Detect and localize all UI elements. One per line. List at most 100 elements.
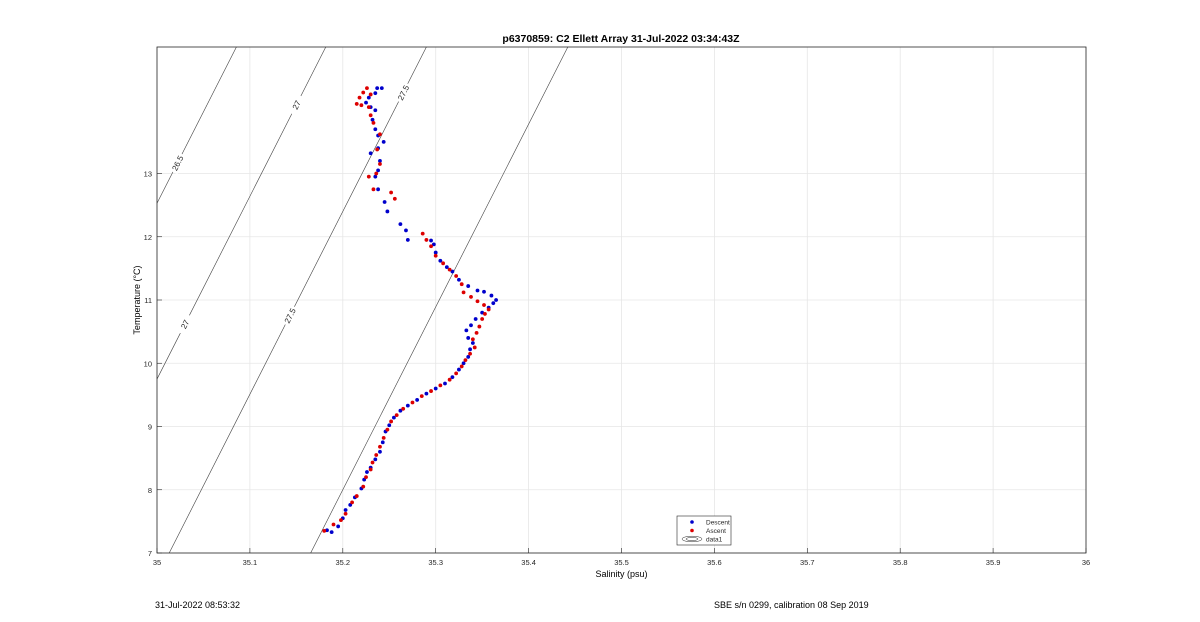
ascent-point [454, 371, 459, 376]
ascent-point [482, 303, 486, 307]
descent-point [438, 258, 443, 263]
descent-point [329, 530, 334, 535]
x-tick-label: 35.4 [521, 558, 536, 567]
grid-lines [156, 47, 1087, 554]
legend-marker-ascent [690, 528, 694, 533]
ascent-point [368, 113, 373, 118]
descent-point [368, 151, 373, 156]
ascent-point [447, 377, 452, 382]
y-tick-label: 11 [144, 296, 152, 305]
x-tick-label: 35.8 [893, 558, 908, 567]
descent-point [405, 238, 410, 242]
ascent-point [474, 330, 479, 335]
descent-point [378, 449, 382, 454]
descent-point [450, 375, 455, 380]
x-tick-label: 35.7 [800, 558, 815, 567]
ascent-point [359, 103, 364, 108]
chart-title: p6370859: C2 Ellett Array 31-Jul-2022 03… [502, 33, 740, 45]
ascent-point [389, 190, 394, 195]
ascent-point [392, 196, 397, 201]
ascent-point [438, 383, 443, 388]
contour-label-bg [168, 151, 187, 175]
descent-point [431, 242, 436, 247]
descent-point [415, 398, 420, 402]
descent-point [336, 524, 341, 529]
descent-point [469, 323, 473, 328]
ascent-point [357, 95, 362, 100]
ascent-point [394, 413, 399, 418]
x-tick-label: 36 [1082, 558, 1090, 567]
descent-point [380, 440, 385, 445]
descent-point [470, 341, 475, 345]
ascent-point [468, 351, 472, 356]
y-tick-label: 12 [144, 233, 152, 242]
legend-marker-contour [681, 535, 703, 543]
ascent-point [480, 317, 485, 321]
descent-point [378, 158, 382, 163]
descent-point [433, 386, 438, 391]
descent-point [391, 415, 396, 420]
ascent-point [486, 307, 491, 312]
descent-point [429, 238, 433, 243]
ascent-point [354, 102, 359, 106]
ascent-point [322, 528, 327, 533]
contour-line-26-5 [156, 46, 237, 204]
series-ascent [322, 86, 491, 533]
contour-label-bg [394, 81, 413, 104]
descent-point [443, 381, 447, 386]
ascent-point [459, 364, 464, 369]
ascent-point [331, 522, 336, 527]
descent-point [482, 289, 486, 294]
legend-marker-descent [690, 520, 694, 524]
contour-label: 27 [291, 99, 303, 112]
ascent-point [378, 132, 382, 137]
ascent-point [374, 171, 379, 176]
descent-point [491, 301, 496, 306]
ascent-point [472, 345, 477, 350]
contour-label: 27 [179, 318, 191, 331]
y-tick-label: 8 [148, 486, 152, 495]
ascent-point [433, 253, 438, 258]
ascent-point [368, 92, 373, 97]
ascent-point [365, 86, 369, 91]
descent-point [405, 403, 410, 408]
ascent-point [420, 231, 425, 236]
ascent-point [378, 444, 382, 449]
ascent-point [475, 299, 480, 304]
ascent-point [483, 312, 487, 316]
descent-point [365, 470, 369, 474]
descent-point [370, 117, 375, 122]
descent-point [461, 361, 466, 366]
ascent-point [370, 460, 375, 465]
descent-point [376, 168, 381, 173]
descent-point [387, 423, 392, 428]
ascent-point [410, 400, 415, 405]
x-tick-label: 35.1 [243, 558, 258, 567]
y-tick-label: 10 [144, 359, 152, 368]
ascent-point [378, 162, 382, 166]
legend-box [676, 515, 732, 546]
descent-point [366, 95, 371, 100]
legend-label-descent: Descent [706, 520, 730, 527]
ascent-point [461, 290, 466, 295]
descent-point [385, 209, 390, 214]
descent-point [494, 298, 498, 302]
y-axis-label: Temperature (°C) [132, 265, 142, 334]
descent-point [489, 293, 494, 298]
descent-point [466, 284, 471, 288]
footer-calibration: SBE s/n 0299, calibration 08 Sep 2019 [714, 600, 869, 610]
x-axis-label: Salinity (psu) [595, 569, 647, 579]
descent-point [364, 100, 368, 105]
x-tick-label: 35.3 [428, 558, 443, 567]
ascent-point [441, 261, 446, 266]
legend-label-ascent: Ascent [706, 528, 726, 535]
ascent-point [339, 518, 343, 523]
descent-point [424, 391, 429, 396]
descent-point [450, 269, 455, 274]
descent-point [382, 200, 387, 204]
contour-label-bg [280, 304, 299, 327]
ascent-point [350, 500, 354, 505]
descent-point [379, 86, 384, 91]
footer-timestamp: 31-Jul-2022 08:53:32 [155, 600, 241, 610]
